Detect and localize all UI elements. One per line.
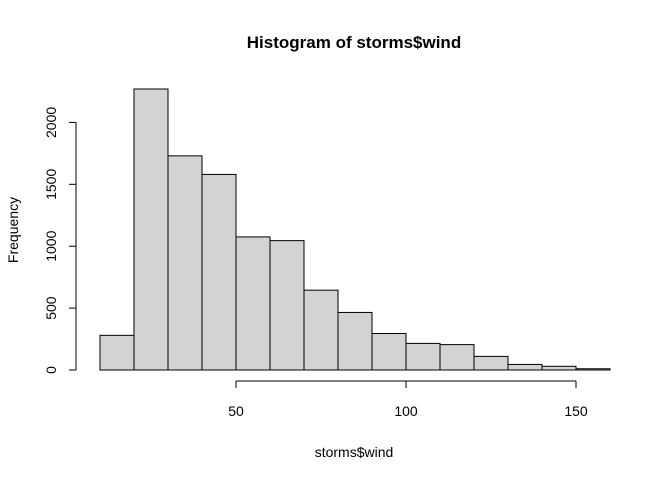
chart-title: Histogram of storms$wind [247, 33, 461, 52]
y-axis-label: Frequency [5, 197, 21, 263]
x-axis-label: storms$wind [315, 444, 394, 460]
histogram-bar [99, 334, 135, 371]
histogram-bar [167, 155, 203, 371]
histogram-bar [371, 332, 407, 371]
y-tick-label: 1000 [43, 230, 59, 261]
histogram-bar [235, 236, 271, 371]
y-tick-label: 500 [43, 296, 59, 320]
x-axis: 50 100 150 [228, 380, 588, 419]
histogram-bar [473, 355, 509, 371]
y-tick-label: 0 [43, 366, 59, 374]
y-tick-label: 2000 [43, 107, 59, 138]
histogram-bar [507, 363, 543, 371]
histogram-bar [541, 365, 577, 371]
histogram-bar [405, 342, 441, 371]
x-tick-label: 100 [394, 403, 418, 419]
x-tick-label: 150 [564, 403, 588, 419]
histogram-bar [337, 311, 373, 371]
histogram-bar [439, 344, 475, 371]
histogram-bar [133, 88, 169, 371]
histogram-bars [99, 88, 611, 371]
histogram-bar [575, 368, 611, 371]
histogram-bar [269, 240, 305, 371]
histogram-bar [303, 289, 339, 371]
y-tick-label: 1500 [43, 169, 59, 200]
x-tick-label: 50 [228, 403, 244, 419]
histogram-bar [201, 173, 237, 371]
y-axis: 0 500 1000 1500 2000 [43, 107, 77, 374]
